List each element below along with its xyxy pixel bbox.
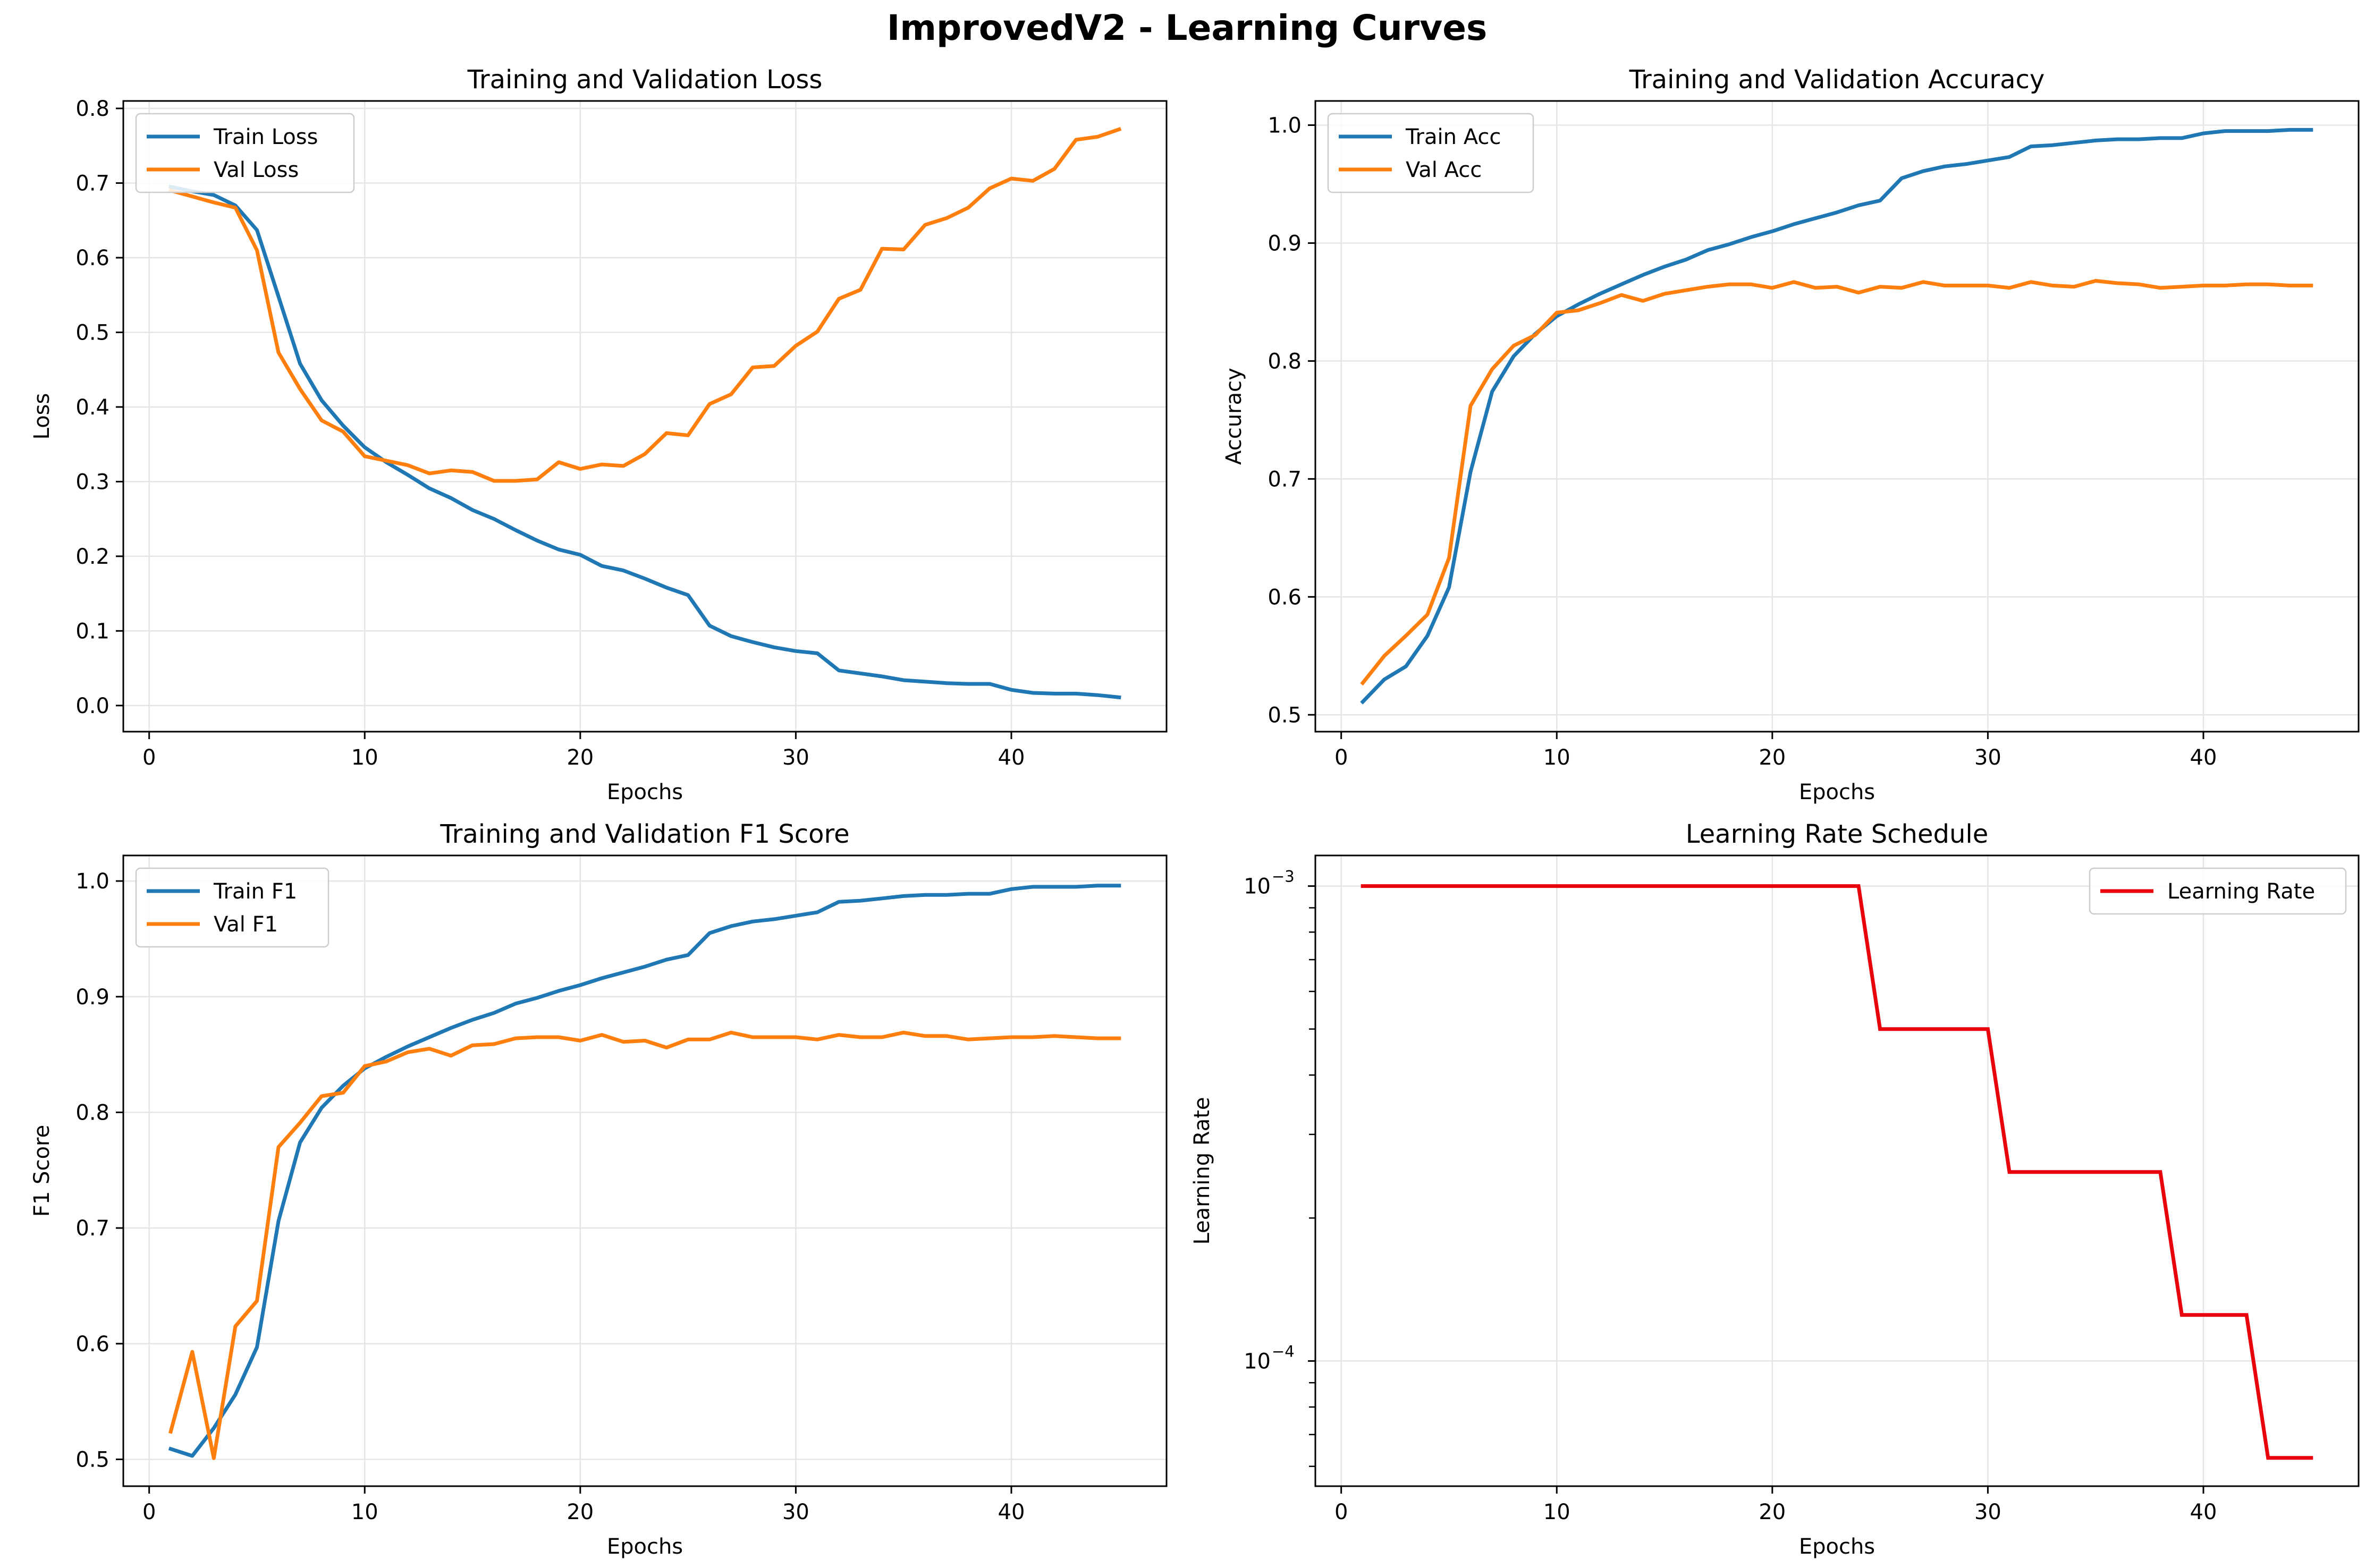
- plot-frame: [122, 854, 1168, 1487]
- y-tick-label: 0.0: [75, 694, 109, 718]
- y-tick-label: 0.3: [75, 470, 109, 494]
- x-axis-label: Epochs: [607, 780, 683, 804]
- y-tick-label-exponent: −3: [1272, 868, 1295, 886]
- x-tick-label: 20: [1759, 745, 1786, 770]
- series-learning-rate: [1361, 884, 2313, 1460]
- y-axis-label: F1 Score: [30, 1125, 54, 1217]
- y-minor-ticks: [1309, 907, 1315, 1467]
- plot-frame: [1314, 100, 2360, 733]
- x-tick-label: 10: [351, 1500, 378, 1524]
- y-tick-label: 0.8: [1268, 349, 1302, 374]
- chart-3: 0 10 20 30 40 0.5 0.6 0.7 0.8 0.9 1.0 Epochs F1 Scor…: [30, 819, 1168, 1559]
- legend-box: [135, 867, 330, 948]
- legend: Train Loss Val Loss: [135, 113, 355, 193]
- legend-box: [135, 113, 355, 193]
- x-tick-label: 40: [2190, 1500, 2217, 1524]
- legend-label: Train Loss: [213, 125, 318, 149]
- legend-box: [2089, 867, 2347, 915]
- plot-frame: [122, 100, 1168, 733]
- x-axis-label: Epochs: [1799, 780, 1875, 804]
- y-tick-label: 0.4: [75, 395, 109, 420]
- y-tick-label: 0.6: [75, 246, 109, 270]
- legend-label: Val Acc: [1406, 158, 1482, 182]
- x-tick-label: 0: [142, 1500, 156, 1524]
- y-tick-label: 10 −4: [1244, 1342, 1295, 1374]
- chart-title: Training and Validation Loss: [467, 65, 823, 95]
- y-tick-label: 0.7: [75, 172, 109, 196]
- x-tick-label: 30: [782, 1500, 809, 1524]
- chart-title: Training and Validation F1 Score: [440, 819, 849, 849]
- x-tick-label: 0: [142, 745, 156, 770]
- y-tick-label: 0.8: [75, 1100, 109, 1125]
- legend-label: Train F1: [213, 879, 297, 904]
- x-tick-label: 10: [1543, 745, 1570, 770]
- y-axis-label: Learning Rate: [1190, 1097, 1214, 1244]
- y-tick-label-base: 10: [1244, 1349, 1271, 1374]
- x-tick-label: 40: [2190, 745, 2217, 770]
- y-tick-label: 0.5: [1268, 703, 1302, 727]
- x-tick-label: 40: [998, 1500, 1025, 1524]
- legend-label: Train Acc: [1405, 125, 1501, 149]
- y-tick-label: 0.6: [75, 1332, 109, 1357]
- series-train-f1: [168, 884, 1121, 1458]
- grid: [1315, 855, 2359, 1486]
- y-axis-label: Accuracy: [1222, 368, 1246, 465]
- y-tick-label: 0.9: [75, 985, 109, 1010]
- series-train-acc: [1360, 128, 2313, 705]
- legend-label: Val F1: [214, 912, 278, 937]
- legend-box: [1327, 113, 1534, 193]
- series-val-acc: [1360, 279, 2313, 686]
- series-val-loss: [168, 126, 1122, 483]
- legend: Train Acc Val Acc: [1327, 113, 1534, 193]
- x-tick-label: 0: [1334, 1500, 1348, 1524]
- y-tick-label: 0.7: [1268, 467, 1302, 491]
- x-axis-label: Epochs: [607, 1535, 683, 1559]
- chart-1: 0 10 20 30 40 0.0 0.1 0.2 0.3 0.4 0.5 0.6 0.7 0.8 Epoc…: [30, 65, 1168, 804]
- x-tick-label: 30: [1974, 745, 2001, 770]
- grid: [123, 855, 1167, 1486]
- series-val-f1: [168, 1030, 1121, 1460]
- y-tick-label: 0.9: [1268, 231, 1302, 256]
- y-tick-label: 0.7: [75, 1216, 109, 1241]
- y-tick-label: 0.6: [1268, 585, 1302, 609]
- series-train-loss: [168, 184, 1121, 700]
- y-tick-label: 1.0: [75, 869, 109, 894]
- grid: [1315, 101, 2359, 732]
- legend: Train F1 Val F1: [135, 867, 330, 948]
- legend-label: Val Loss: [214, 158, 299, 182]
- figure-title: ImprovedV2 - Learning Curves: [886, 7, 1488, 48]
- x-tick-label: 20: [1759, 1500, 1786, 1524]
- x-tick-label: 20: [567, 1500, 594, 1524]
- x-tick-label: 10: [351, 745, 378, 770]
- y-tick-label: 1.0: [1268, 114, 1302, 138]
- x-tick-label: 0: [1334, 745, 1348, 770]
- grid: [123, 101, 1167, 732]
- y-tick-label: 0.1: [75, 619, 109, 643]
- y-tick-label-exponent: −4: [1272, 1342, 1295, 1360]
- y-tick-label: 0.2: [75, 545, 109, 569]
- x-tick-label: 30: [1974, 1500, 2001, 1524]
- x-axis-label: Epochs: [1799, 1535, 1875, 1559]
- y-tick-label: 0.8: [75, 97, 109, 121]
- plot-frame: [1314, 854, 2360, 1487]
- y-tick-label-base: 10: [1244, 875, 1271, 899]
- y-axis-label: Loss: [30, 393, 54, 440]
- y-tick-label: 0.5: [75, 1447, 109, 1472]
- chart-title: Training and Validation Accuracy: [1629, 65, 2045, 95]
- y-tick-label: 10 −3: [1244, 868, 1295, 899]
- chart-title: Learning Rate Schedule: [1686, 819, 1989, 849]
- y-tick-label: 0.5: [75, 320, 109, 345]
- x-tick-label: 20: [567, 745, 594, 770]
- x-tick-label: 10: [1543, 1500, 1570, 1524]
- x-tick-label: 30: [782, 745, 809, 770]
- x-tick-label: 40: [998, 745, 1025, 770]
- chart-2: 0 10 20 30 40 0.5 0.6 0.7 0.8 0.9 1.0 Epochs Accurac…: [1222, 65, 2360, 804]
- legend: Learning Rate: [2089, 867, 2347, 915]
- legend-label: Learning Rate: [2167, 879, 2315, 904]
